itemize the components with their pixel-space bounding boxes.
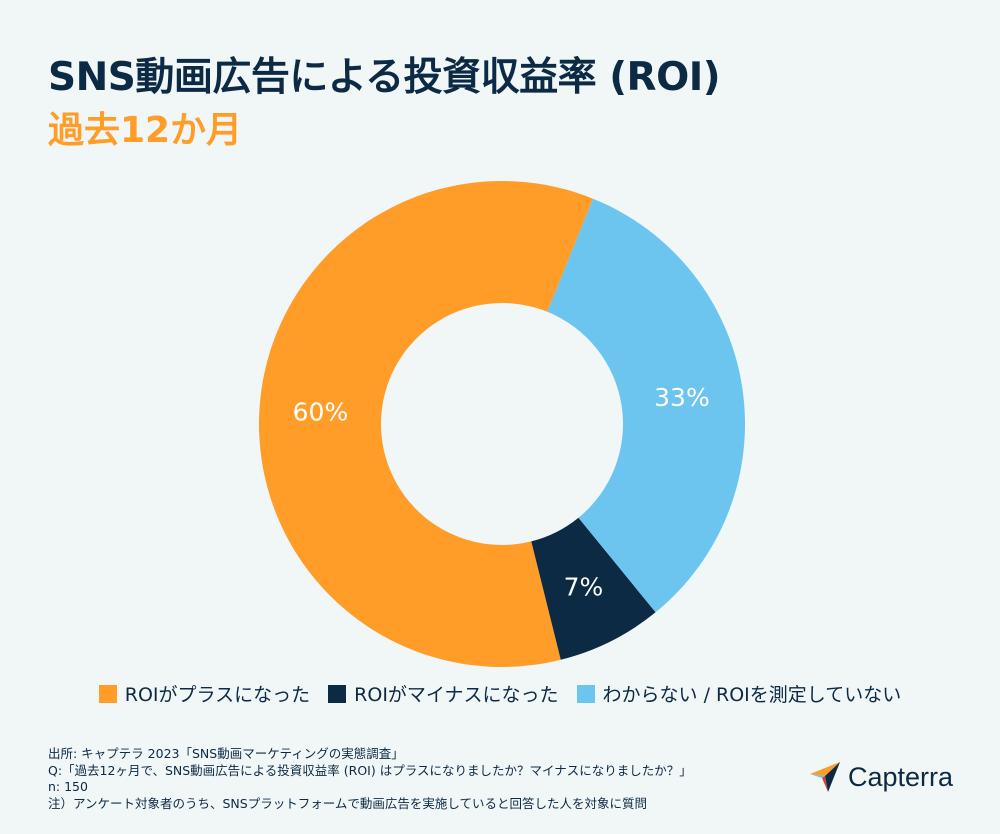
data-label-positive: 60% xyxy=(293,397,349,426)
slice-unknown xyxy=(547,198,746,613)
data-label-negative: 7% xyxy=(564,573,604,602)
footnote-note: 注）アンケート対象者のうち、SNSプラットフォームで動画広告を実施していると回答… xyxy=(48,795,647,811)
legend-item-unknown: わからない / ROIを測定していない xyxy=(576,680,902,707)
legend-label-positive: ROIがプラスになった xyxy=(124,684,311,706)
chart-legend: ROIがプラスになった ROIがマイナスになった わからない / ROIを測定し… xyxy=(0,680,1000,707)
footnote-sample-size: n: 150 xyxy=(48,779,88,794)
legend-item-negative: ROIがマイナスになった xyxy=(328,680,559,707)
chart-subtitle: 過去12か月 xyxy=(48,110,243,151)
footnote-question: Q:「過去12ヶ月で、SNS動画広告による投資収益率 (ROI) はプラスになり… xyxy=(48,762,692,778)
legend-swatch-positive xyxy=(98,684,117,703)
donut-slices xyxy=(258,180,746,667)
capterra-logo: Capterra xyxy=(808,760,953,794)
legend-swatch-negative xyxy=(328,684,347,703)
slice-positive xyxy=(258,180,594,667)
brand-name: Capterra xyxy=(848,761,954,792)
capterra-arrow-logo-icon xyxy=(810,762,840,792)
legend-label-negative: ROIがマイナスになった xyxy=(354,684,559,706)
legend-swatch-unknown xyxy=(576,684,595,703)
slice-negative xyxy=(531,517,656,660)
chart-title: SNS動画広告による投資収益率 (ROI) xyxy=(48,55,721,100)
footnotes: 出所: キャプテラ 2023「SNS動画マーケティングの実態調査」 Q:「過去1… xyxy=(48,746,692,812)
legend-item-positive: ROIがプラスになった xyxy=(98,680,311,707)
footnote-source: 出所: キャプテラ 2023「SNS動画マーケティングの実態調査」 xyxy=(48,746,404,761)
donut-data-labels: 60% 7% 33% xyxy=(293,383,710,602)
legend-label-unknown: わからない / ROIを測定していない xyxy=(602,684,902,706)
data-label-unknown: 33% xyxy=(654,383,710,412)
